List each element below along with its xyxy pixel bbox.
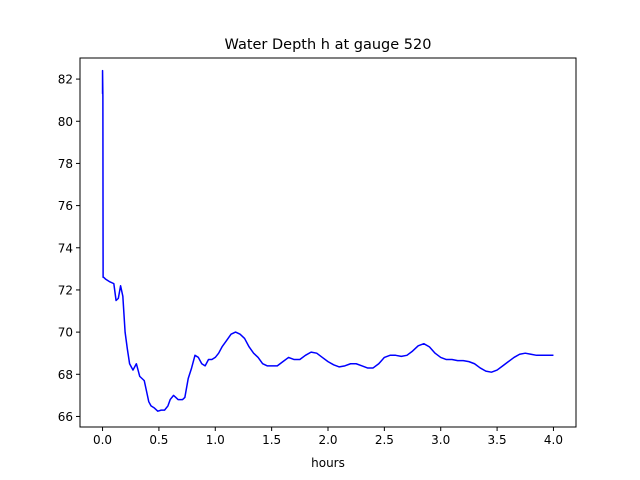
y-tick-label: 82 (58, 73, 73, 87)
plot-area: 0.0 0.5 1.0 1.5 2.0 2.5 3.0 3.5 4.0 66 68 70 72 74 76 7… (58, 57, 577, 447)
y-tick-label: 80 (58, 115, 73, 129)
x-tick-label: 1.0 (206, 433, 225, 447)
x-tick-label: 0.0 (93, 433, 112, 447)
x-axis-label: hours (311, 456, 345, 470)
y-tick-label: 74 (58, 241, 73, 255)
chart-title: Water Depth h at gauge 520 (225, 37, 432, 53)
y-tick-label: 72 (58, 283, 73, 297)
y-tick-label: 66 (58, 410, 73, 424)
series-line-0 (101, 69, 554, 412)
x-tick-label: 4.0 (544, 433, 563, 447)
y-tick-label: 70 (58, 326, 73, 340)
x-tick-label: 0.5 (149, 433, 168, 447)
x-tick-label: 2.0 (318, 433, 337, 447)
y-tick-label: 68 (58, 368, 73, 382)
x-tick-label: 1.5 (262, 433, 281, 447)
y-tick-label: 76 (58, 199, 73, 213)
y-tick-label: 78 (58, 157, 73, 171)
x-tick-label: 2.5 (375, 433, 394, 447)
x-tick-label: 3.5 (488, 433, 507, 447)
x-tick-label: 3.0 (431, 433, 450, 447)
